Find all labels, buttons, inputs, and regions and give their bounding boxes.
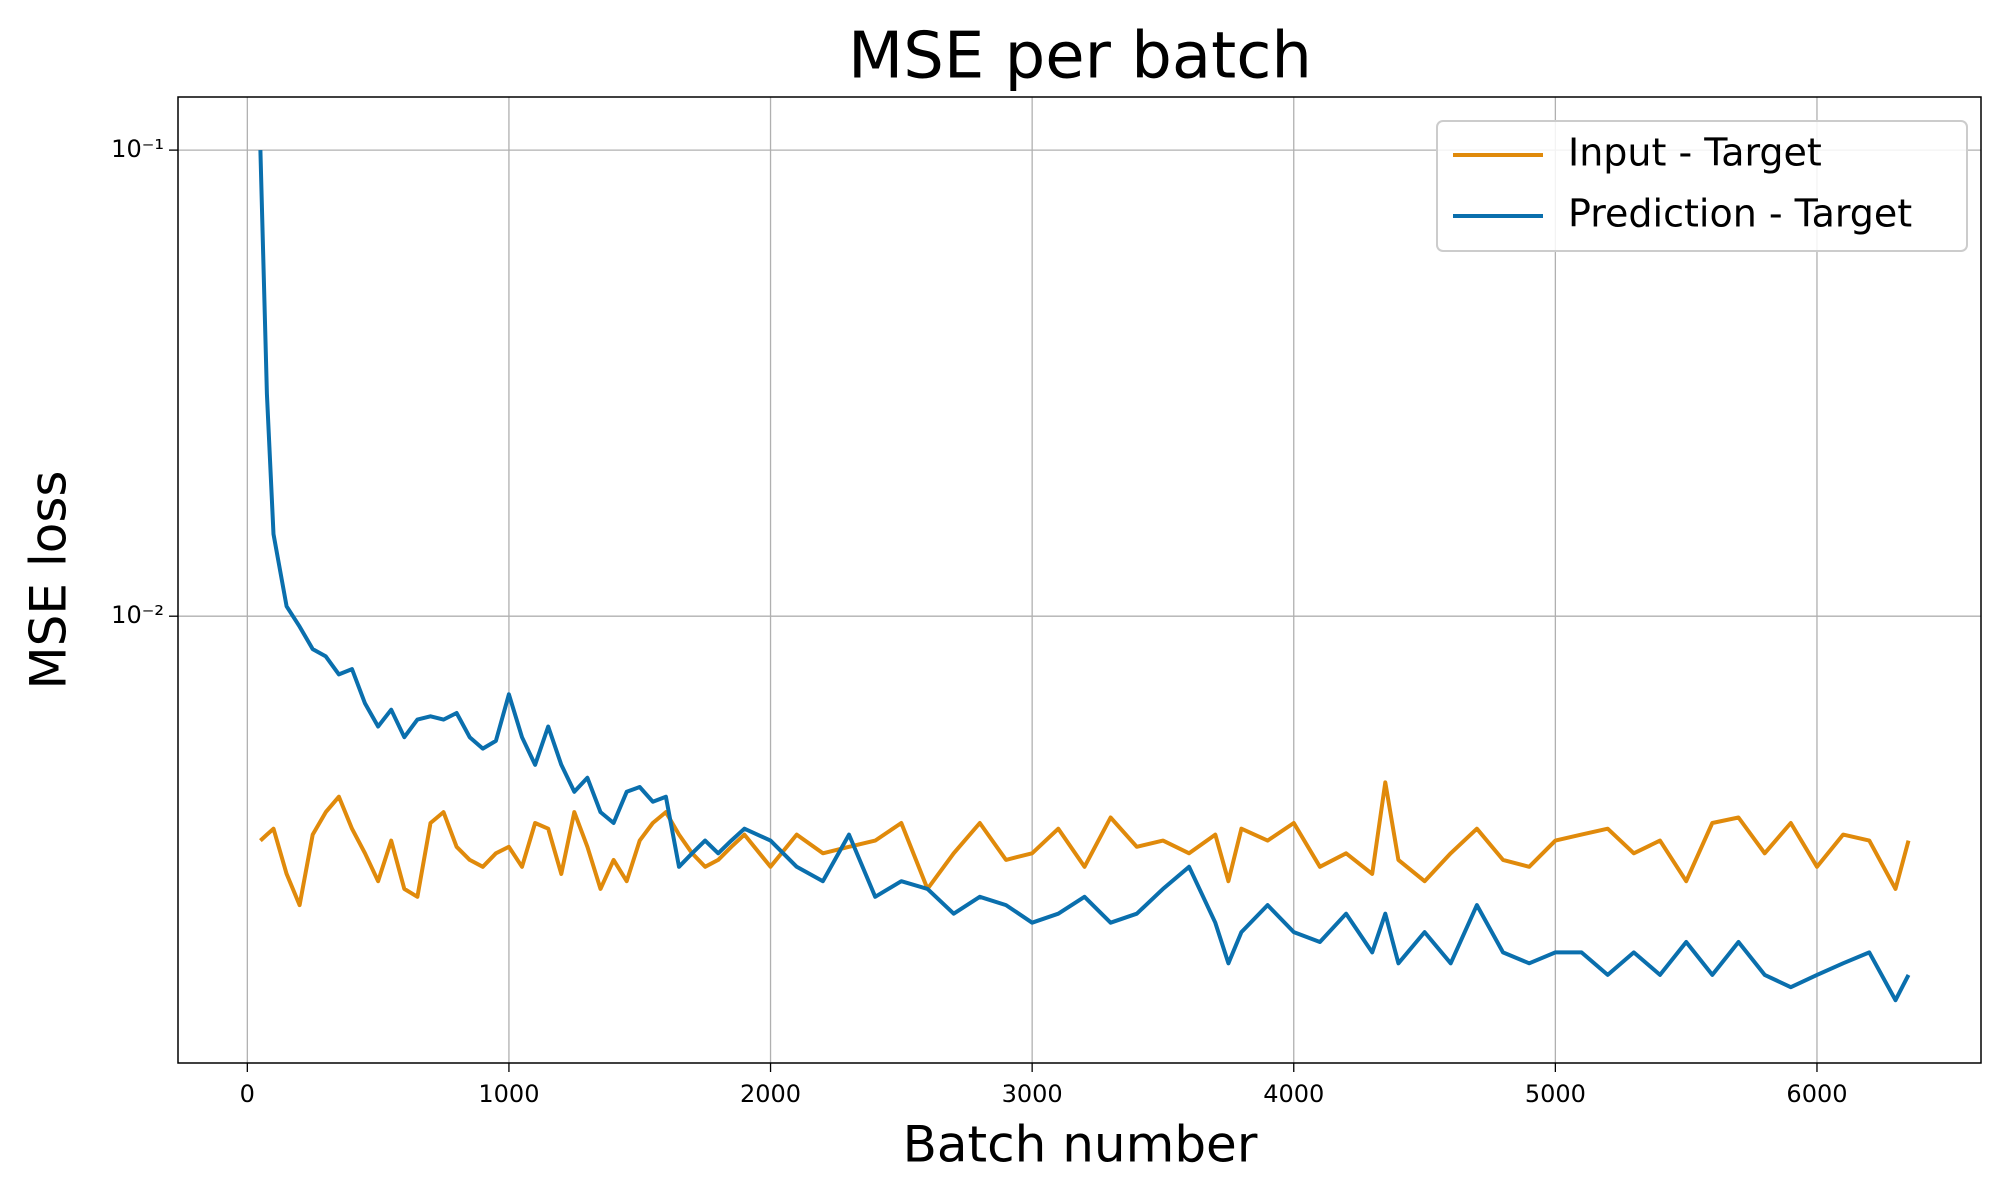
legend-label: Input - Target xyxy=(1568,131,1822,175)
plot-frame xyxy=(177,96,1982,1064)
x-tick-label: 3000 xyxy=(1002,1080,1063,1108)
x-axis-label: Batch number xyxy=(903,1116,1258,1174)
x-tick-label: 6000 xyxy=(1786,1080,1847,1108)
x-tick-label: 1000 xyxy=(478,1080,539,1108)
x-tick-label: 2000 xyxy=(740,1080,801,1108)
legend-box xyxy=(1436,120,1968,252)
y-tick-label: 10⁻² xyxy=(111,601,164,629)
line-series xyxy=(259,780,1911,908)
legend-label: Prediction - Target xyxy=(1568,192,1912,236)
x-tick-label: 0 xyxy=(240,1080,255,1108)
line-series xyxy=(258,150,1911,1003)
x-tick-label: 5000 xyxy=(1525,1080,1586,1108)
chart-title: MSE per batch xyxy=(848,20,1312,94)
x-tick-label: 4000 xyxy=(1263,1080,1324,1108)
y-tick-label: 10⁻¹ xyxy=(111,135,164,163)
y-axis-label: MSE loss xyxy=(20,471,78,690)
